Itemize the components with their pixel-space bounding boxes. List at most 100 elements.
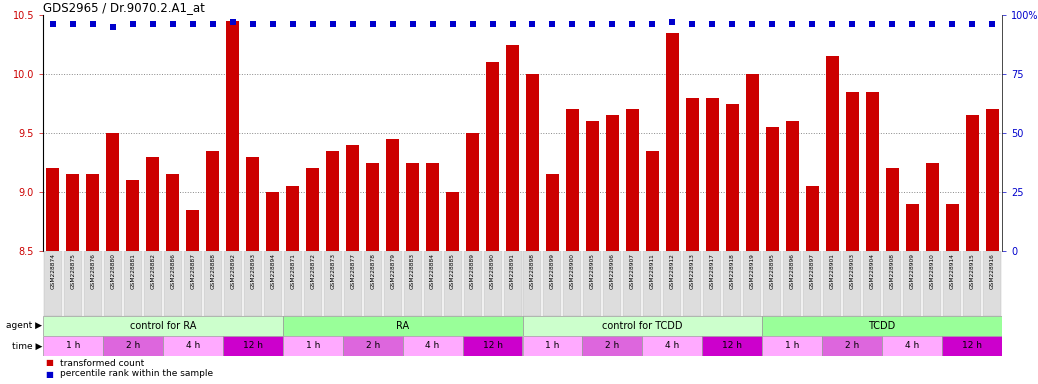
Text: RA: RA [397,321,409,331]
Point [864,22,880,28]
Point [105,24,121,30]
Bar [166,174,180,251]
Text: GSM228900: GSM228900 [570,253,575,289]
Point [883,22,900,28]
Bar [522,336,582,356]
Bar [903,251,921,316]
Bar [386,139,400,251]
Bar [583,251,601,316]
Point [85,22,102,28]
Bar [427,162,439,251]
Bar [745,74,759,251]
Text: GSM228911: GSM228911 [650,253,655,289]
Text: GSM228908: GSM228908 [890,253,895,289]
Bar [104,251,121,316]
Bar [763,251,782,316]
Bar [864,251,881,316]
Bar [843,251,862,316]
Bar [624,251,641,316]
Bar [943,336,1002,356]
Bar [683,251,702,316]
Bar [643,336,703,356]
Point [284,22,301,28]
Bar [282,336,343,356]
Bar [585,121,599,251]
Bar [983,251,1001,316]
Text: GSM228872: GSM228872 [310,253,316,289]
Point [304,22,321,28]
Text: 1 h: 1 h [545,341,559,351]
Bar [267,192,279,251]
Point [844,22,861,28]
Text: 12 h: 12 h [243,341,263,351]
Text: TCDD: TCDD [869,321,896,331]
Text: 1 h: 1 h [65,341,80,351]
Text: 2 h: 2 h [126,341,140,351]
Text: GSM228913: GSM228913 [690,253,694,289]
Text: percentile rank within the sample: percentile rank within the sample [59,369,213,379]
Bar [223,336,282,356]
Text: GSM228893: GSM228893 [250,253,255,289]
Bar [207,151,219,251]
Point [564,22,580,28]
Text: GSM228919: GSM228919 [749,253,755,289]
Bar [384,251,402,316]
Bar [985,109,999,251]
Bar [786,121,798,251]
Point [544,22,561,28]
Bar [905,204,919,251]
Bar [766,127,778,251]
Text: GSM228905: GSM228905 [590,253,595,289]
Bar [326,151,339,251]
Bar [703,336,762,356]
Bar [187,210,199,251]
Text: ■: ■ [45,359,53,367]
Bar [963,251,981,316]
Bar [84,251,102,316]
Point [584,22,601,28]
Point [644,22,660,28]
Bar [44,251,62,316]
Bar [846,92,858,251]
Bar [144,251,162,316]
Bar [626,109,638,251]
Bar [762,316,1002,336]
Point [963,22,980,28]
Point [904,22,921,28]
Bar [103,336,163,356]
Text: GSM228888: GSM228888 [211,253,215,289]
Bar [706,98,718,251]
Text: GSM228882: GSM228882 [151,253,156,289]
Point [425,22,441,28]
Text: GSM228912: GSM228912 [670,253,675,289]
Bar [883,251,901,316]
Text: GSM228907: GSM228907 [630,253,635,289]
Text: GSM228915: GSM228915 [969,253,975,289]
Bar [363,251,382,316]
Point [803,22,820,28]
Bar [603,251,622,316]
Bar [404,251,421,316]
Bar [726,104,739,251]
Bar [866,92,878,251]
Point [224,19,241,25]
Text: GSM228874: GSM228874 [51,253,55,289]
Point [185,22,201,28]
Bar [486,62,499,251]
Bar [226,21,240,251]
Text: 4 h: 4 h [905,341,920,351]
Text: GSM228879: GSM228879 [390,253,395,289]
Text: 2 h: 2 h [605,341,620,351]
Bar [743,251,761,316]
Bar [522,316,762,336]
Text: GSM228917: GSM228917 [710,253,715,289]
Bar [946,204,958,251]
Bar [784,251,801,316]
Bar [424,251,441,316]
Point [405,22,421,28]
Bar [665,33,679,251]
Bar [923,251,941,316]
Bar [343,336,403,356]
Bar [823,251,841,316]
Point [64,22,81,28]
